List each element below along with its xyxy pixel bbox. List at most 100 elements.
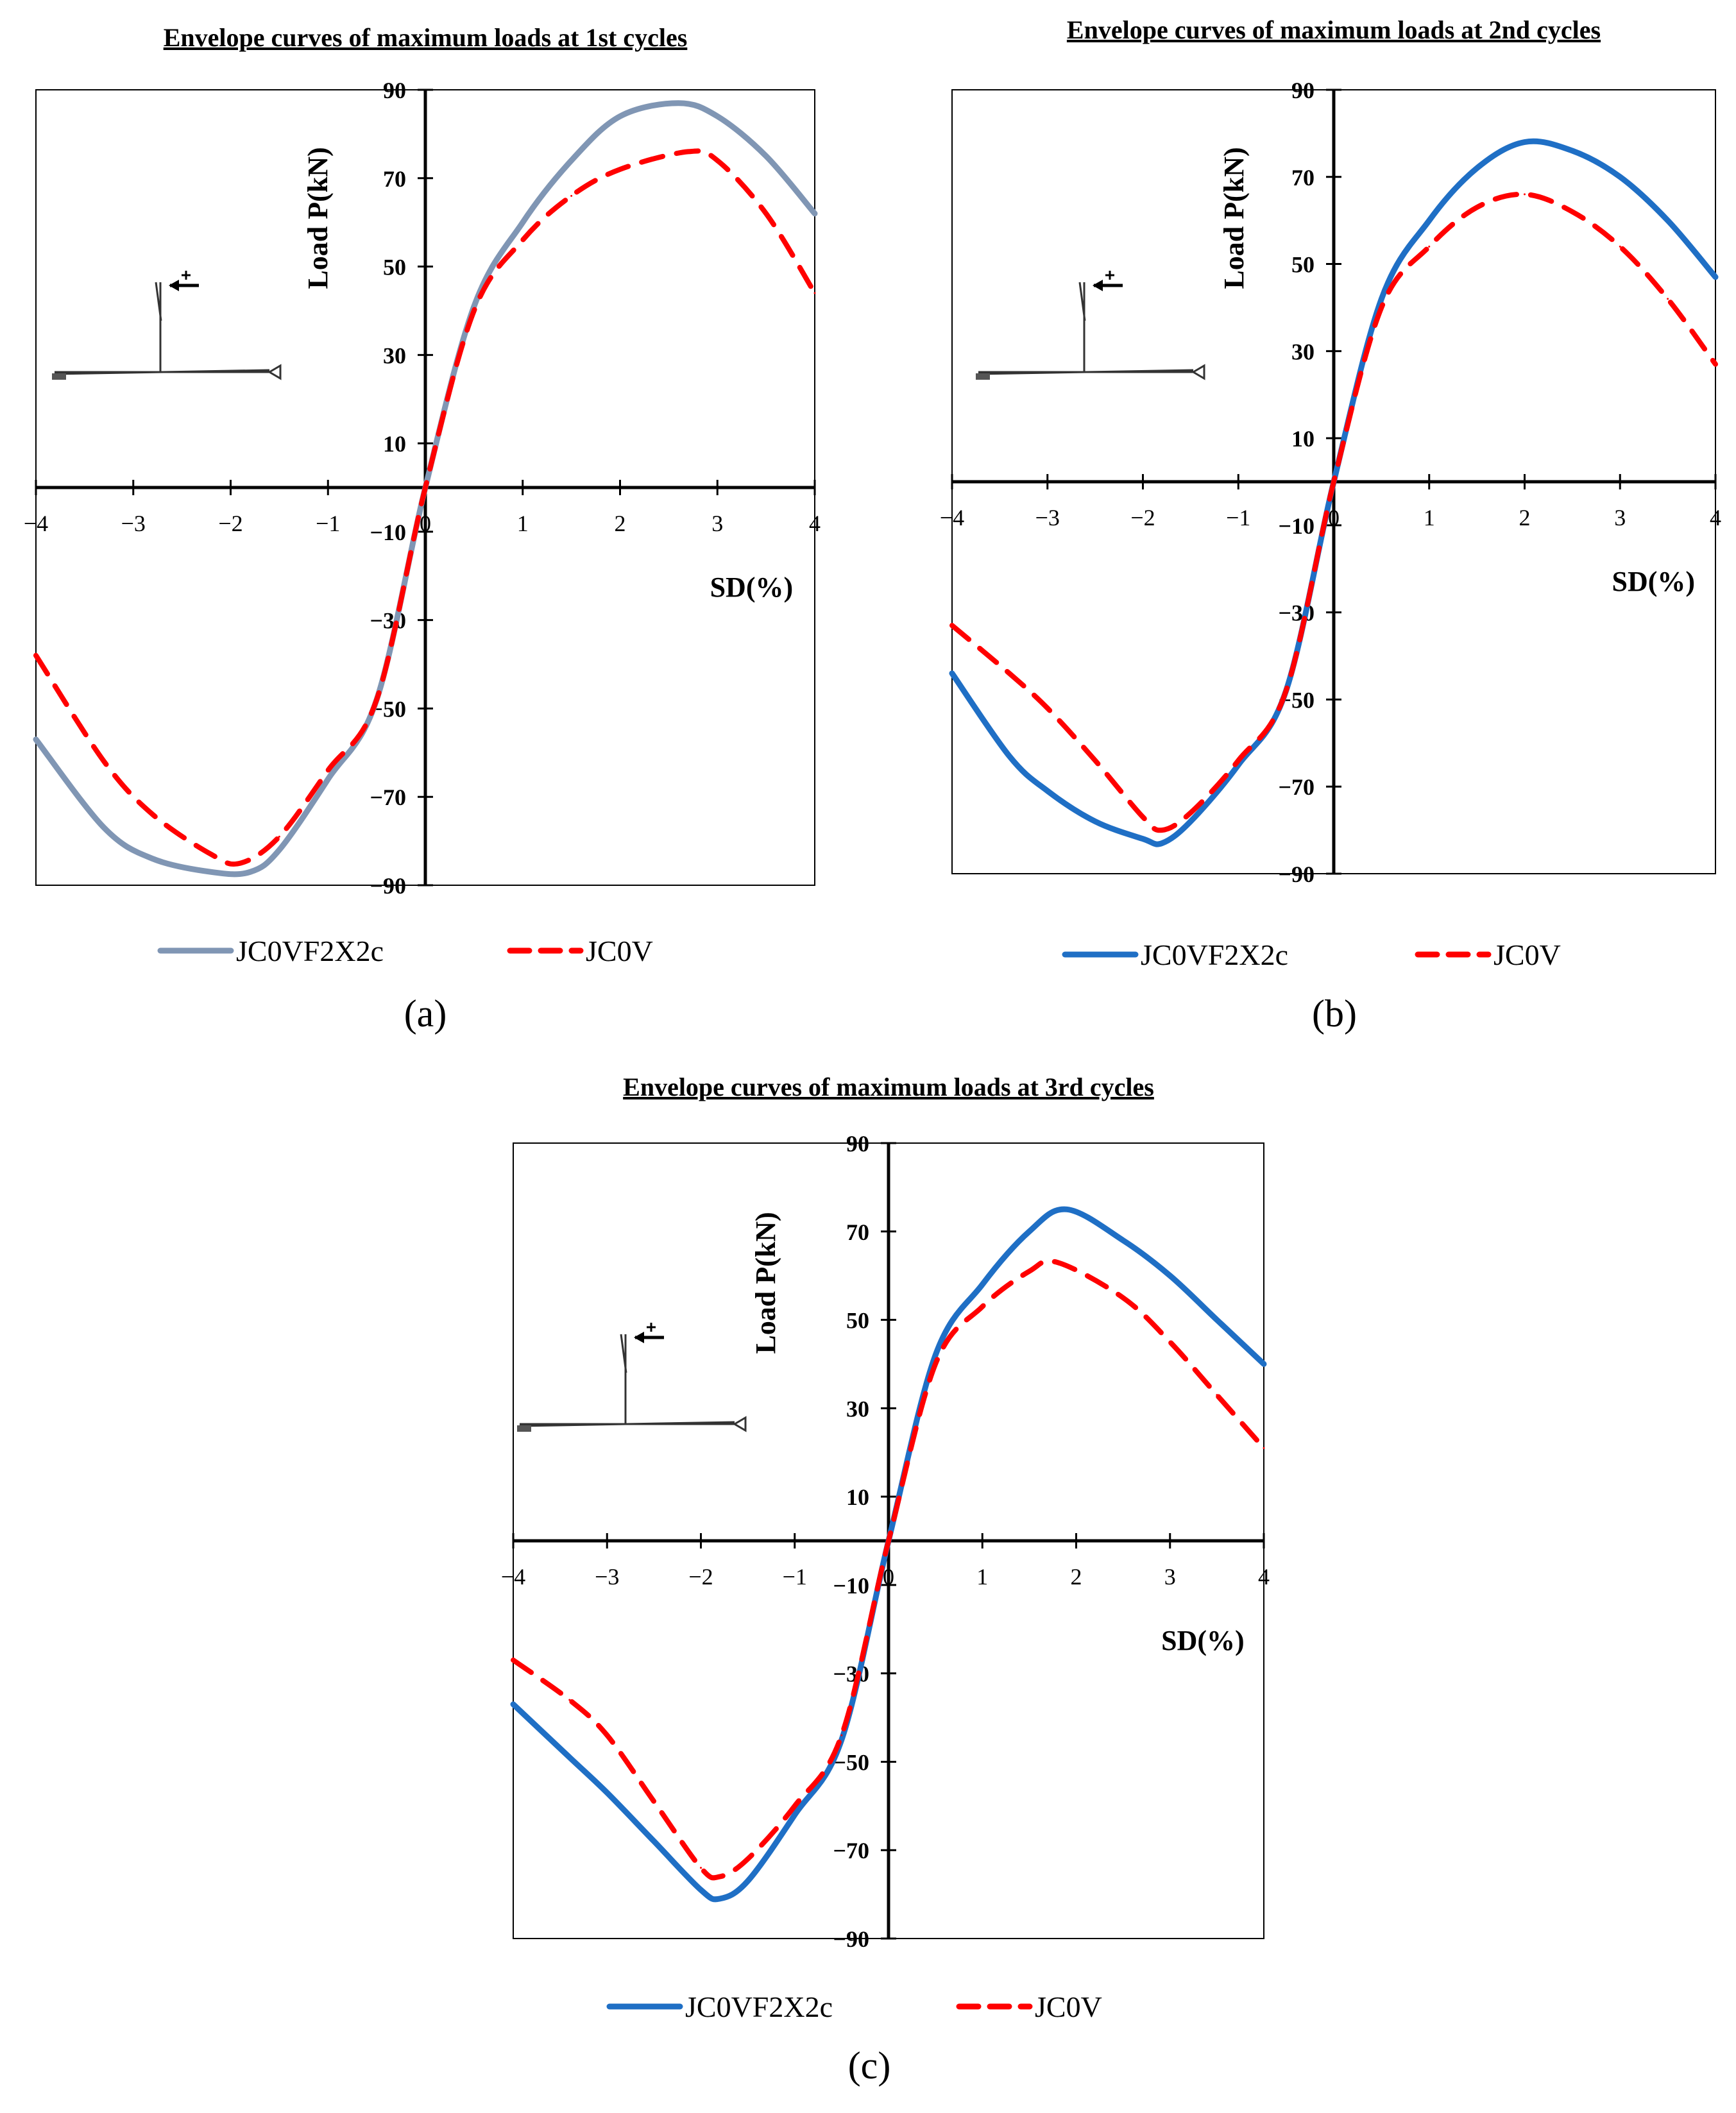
data-point [1161, 842, 1163, 844]
legend-label: JC0VF2X2c [236, 935, 384, 967]
data-point [716, 115, 719, 117]
legend-label: JC0V [1035, 1990, 1102, 2023]
data-point [1667, 298, 1669, 300]
data-point [1056, 1261, 1059, 1264]
data-point [765, 155, 767, 157]
legend-label: JC0V [586, 935, 653, 967]
data-point [1028, 1230, 1030, 1233]
data-point [151, 813, 154, 816]
data-point [794, 1804, 796, 1807]
data-point [568, 1699, 571, 1701]
data-point [1066, 1208, 1068, 1210]
x-tick-label: 1 [976, 1564, 988, 1590]
y-tick-label: 70 [1291, 165, 1315, 191]
x-tick-label: 3 [1614, 505, 1626, 530]
data-point [1142, 816, 1144, 819]
y-tick-label: 50 [383, 255, 406, 280]
data-point [747, 1880, 749, 1882]
data-point [278, 849, 280, 851]
data-point [103, 826, 105, 829]
y-tick-label: 10 [1291, 426, 1315, 452]
panel-caption: (c) [848, 2044, 891, 2087]
data-point [813, 212, 816, 215]
y-tick-label: −10 [370, 520, 406, 545]
data-point [1571, 149, 1574, 152]
data-point [1122, 1296, 1125, 1299]
data-point [1332, 480, 1335, 483]
data-point [1571, 210, 1574, 213]
data-point [522, 239, 524, 241]
chart-title: Envelope curves of maximum loads at 2nd … [1067, 15, 1601, 44]
data-point [1094, 820, 1096, 823]
chart-panel-c: Envelope curves of maximum loads at 3rd … [501, 1073, 1270, 2087]
y-tick-label: −70 [370, 785, 406, 810]
y-axis-label: Load P(kN) [750, 1212, 781, 1354]
legend-label: JC0VF2X2c [1141, 938, 1288, 971]
data-point [1619, 176, 1621, 178]
y-tick-label: 90 [1291, 78, 1315, 103]
x-tick-label: −3 [1035, 505, 1060, 530]
x-tick-label: −2 [1130, 505, 1155, 530]
data-point [424, 486, 427, 489]
data-point [278, 835, 280, 838]
data-point [151, 858, 154, 860]
y-tick-label: 10 [383, 431, 406, 457]
y-tick-label: 50 [846, 1308, 869, 1334]
data-point [1189, 820, 1192, 823]
data-point [1714, 363, 1717, 366]
data-point [1476, 206, 1478, 208]
x-tick-label: −4 [501, 1564, 525, 1590]
x-tick-label: −1 [783, 1564, 807, 1590]
legend-label: JC0V [1493, 938, 1561, 971]
y-tick-label: −90 [833, 1926, 869, 1952]
x-axis-label: SD(%) [1161, 1625, 1245, 1656]
data-point [719, 1876, 721, 1878]
y-tick-label: −90 [1278, 861, 1315, 887]
y-tick-label: −10 [1278, 513, 1315, 539]
data-point [951, 672, 953, 675]
data-point [1169, 1275, 1171, 1277]
data-point [840, 1738, 843, 1741]
data-point [1476, 167, 1478, 169]
data-point [327, 769, 329, 772]
data-point [1667, 219, 1669, 222]
data-point [951, 624, 953, 627]
data-point [1008, 755, 1010, 758]
data-point [794, 1813, 796, 1816]
x-tick-label: 2 [1519, 505, 1531, 530]
data-point [619, 168, 621, 171]
x-axis-label: SD(%) [710, 572, 794, 603]
panel-caption: (a) [404, 992, 447, 1035]
data-point [652, 1800, 655, 1803]
data-point [570, 194, 573, 197]
data-point [606, 1734, 608, 1736]
x-tick-label: −4 [940, 505, 964, 530]
data-point [1216, 1394, 1218, 1396]
data-point [981, 1305, 983, 1308]
data-point [606, 1792, 608, 1794]
data-point [568, 1756, 571, 1759]
x-tick-label: 2 [1071, 1564, 1082, 1590]
x-axis-label: SD(%) [1612, 566, 1696, 597]
data-point [1122, 1239, 1125, 1242]
data-point [522, 221, 524, 224]
x-tick-label: 0 [883, 1564, 894, 1590]
data-point [1046, 707, 1049, 709]
data-point [473, 305, 475, 308]
data-point [1216, 1319, 1218, 1321]
data-point [887, 1540, 890, 1542]
data-point [934, 1354, 937, 1357]
data-point [103, 760, 105, 763]
x-tick-label: 4 [809, 511, 821, 536]
data-point [1428, 219, 1431, 222]
x-tick-label: −1 [316, 511, 340, 536]
y-tick-label: −70 [1278, 774, 1315, 800]
x-tick-label: −2 [688, 1564, 713, 1590]
data-point [1619, 245, 1621, 248]
x-tick-label: −1 [1226, 505, 1250, 530]
data-point [512, 1659, 515, 1661]
data-point [1714, 276, 1717, 278]
data-point [1263, 1447, 1265, 1449]
data-point [700, 1867, 702, 1869]
